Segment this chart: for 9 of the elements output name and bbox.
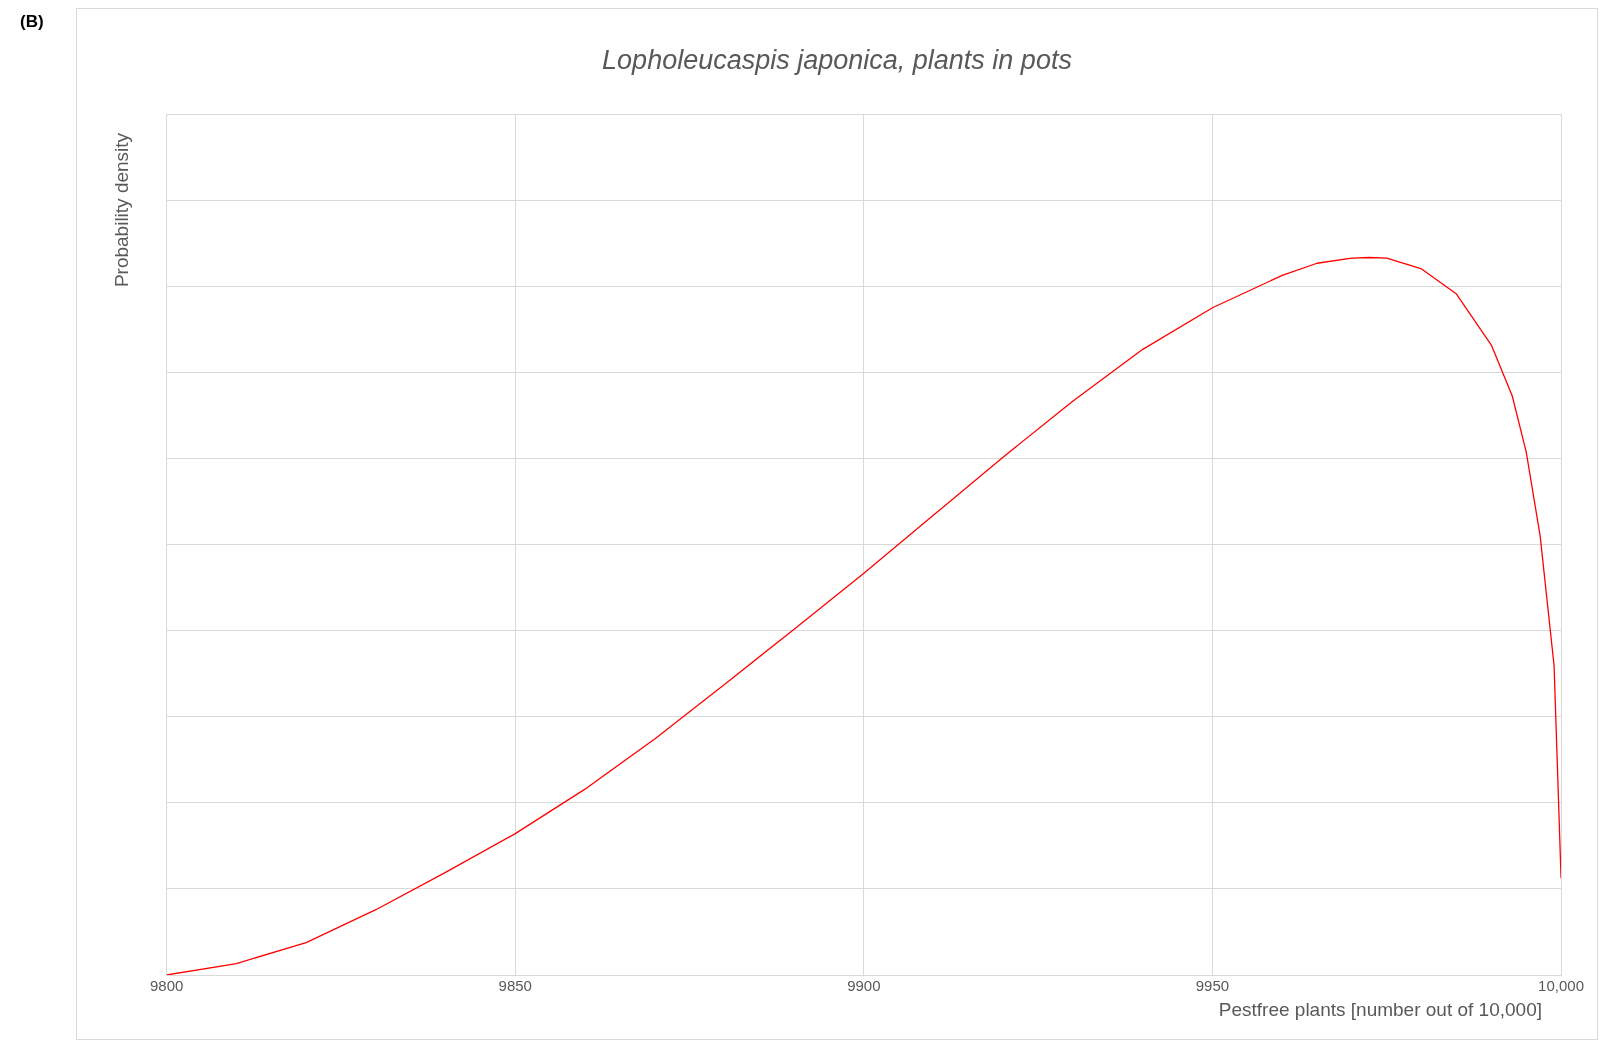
x-tick-label: 9850 xyxy=(498,977,532,995)
y-axis-title: Probability density xyxy=(111,132,133,288)
chart-title: Lopholeucaspis japonica, plants in pots xyxy=(601,45,1073,76)
x-axis-title: Pestfree plants [number out of 10,000] xyxy=(1218,999,1542,1021)
x-tick-label: 9800 xyxy=(150,977,184,995)
x-tick-label: 9950 xyxy=(1195,977,1230,995)
text: (B) xyxy=(20,12,44,32)
x-tick-label: 10,000 xyxy=(1538,977,1585,995)
x-tick-label: 9900 xyxy=(847,977,881,995)
